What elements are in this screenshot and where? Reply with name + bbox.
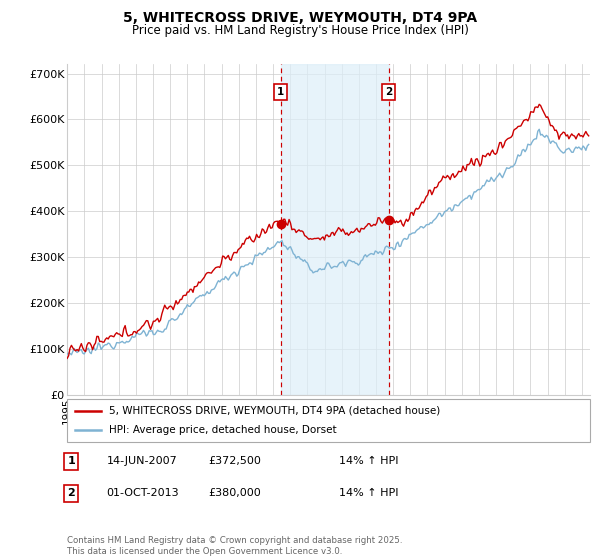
Text: 5, WHITECROSS DRIVE, WEYMOUTH, DT4 9PA: 5, WHITECROSS DRIVE, WEYMOUTH, DT4 9PA	[123, 11, 477, 25]
Text: Contains HM Land Registry data © Crown copyright and database right 2025.
This d: Contains HM Land Registry data © Crown c…	[67, 536, 403, 556]
Text: 1: 1	[277, 87, 284, 97]
Text: 14% ↑ HPI: 14% ↑ HPI	[339, 488, 399, 498]
Bar	[281, 64, 389, 395]
Text: 2: 2	[68, 488, 75, 498]
Text: 14% ↑ HPI: 14% ↑ HPI	[339, 456, 399, 466]
Text: Price paid vs. HM Land Registry's House Price Index (HPI): Price paid vs. HM Land Registry's House …	[131, 24, 469, 36]
Text: 01-OCT-2013: 01-OCT-2013	[106, 488, 179, 498]
Text: HPI: Average price, detached house, Dorset: HPI: Average price, detached house, Dors…	[109, 425, 337, 435]
Text: 5, WHITECROSS DRIVE, WEYMOUTH, DT4 9PA (detached house): 5, WHITECROSS DRIVE, WEYMOUTH, DT4 9PA (…	[109, 406, 440, 416]
Text: 1: 1	[68, 456, 75, 466]
Text: £380,000: £380,000	[208, 488, 261, 498]
Text: 14-JUN-2007: 14-JUN-2007	[106, 456, 177, 466]
Text: 2: 2	[385, 87, 392, 97]
Text: £372,500: £372,500	[208, 456, 262, 466]
